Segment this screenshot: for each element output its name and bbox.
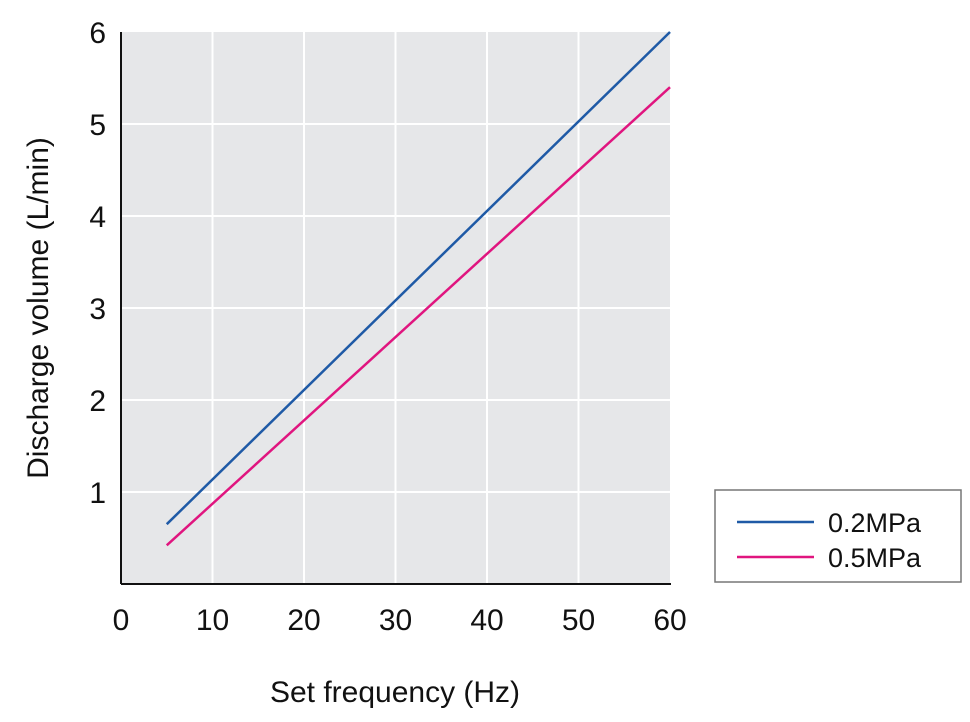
y-tick-labels: 1 2 3 4 5 6 bbox=[89, 17, 106, 510]
x-tick-label: 30 bbox=[379, 604, 412, 637]
y-axis-title: Discharge volume (L/min) bbox=[22, 137, 55, 479]
x-tick-label: 0 bbox=[113, 604, 130, 637]
x-tick-label: 60 bbox=[653, 604, 686, 637]
y-tick-label: 6 bbox=[89, 17, 106, 50]
x-tick-label: 10 bbox=[196, 604, 229, 637]
y-tick-label: 4 bbox=[89, 201, 106, 234]
y-tick-label: 5 bbox=[89, 109, 106, 142]
series-line-0 bbox=[165, 31, 671, 526]
x-tick-label: 50 bbox=[562, 604, 595, 637]
legend-box bbox=[714, 489, 962, 583]
legend-label-1: 0.5MPa bbox=[828, 543, 922, 573]
grid bbox=[121, 32, 670, 584]
series-lines bbox=[165, 31, 671, 547]
legend: 0.2MPa 0.5MPa bbox=[714, 489, 962, 583]
x-tick-labels: 0 10 20 30 40 50 60 bbox=[113, 604, 687, 637]
y-tick-label: 3 bbox=[89, 293, 106, 326]
legend-label-0: 0.2MPa bbox=[828, 508, 922, 538]
x-tick-label: 40 bbox=[470, 604, 503, 637]
y-tick-label: 2 bbox=[89, 385, 106, 418]
x-tick-label: 20 bbox=[287, 604, 320, 637]
x-axis-title: Set frequency (Hz) bbox=[270, 676, 520, 709]
series-line-1 bbox=[165, 86, 671, 547]
y-tick-label: 1 bbox=[89, 477, 106, 510]
